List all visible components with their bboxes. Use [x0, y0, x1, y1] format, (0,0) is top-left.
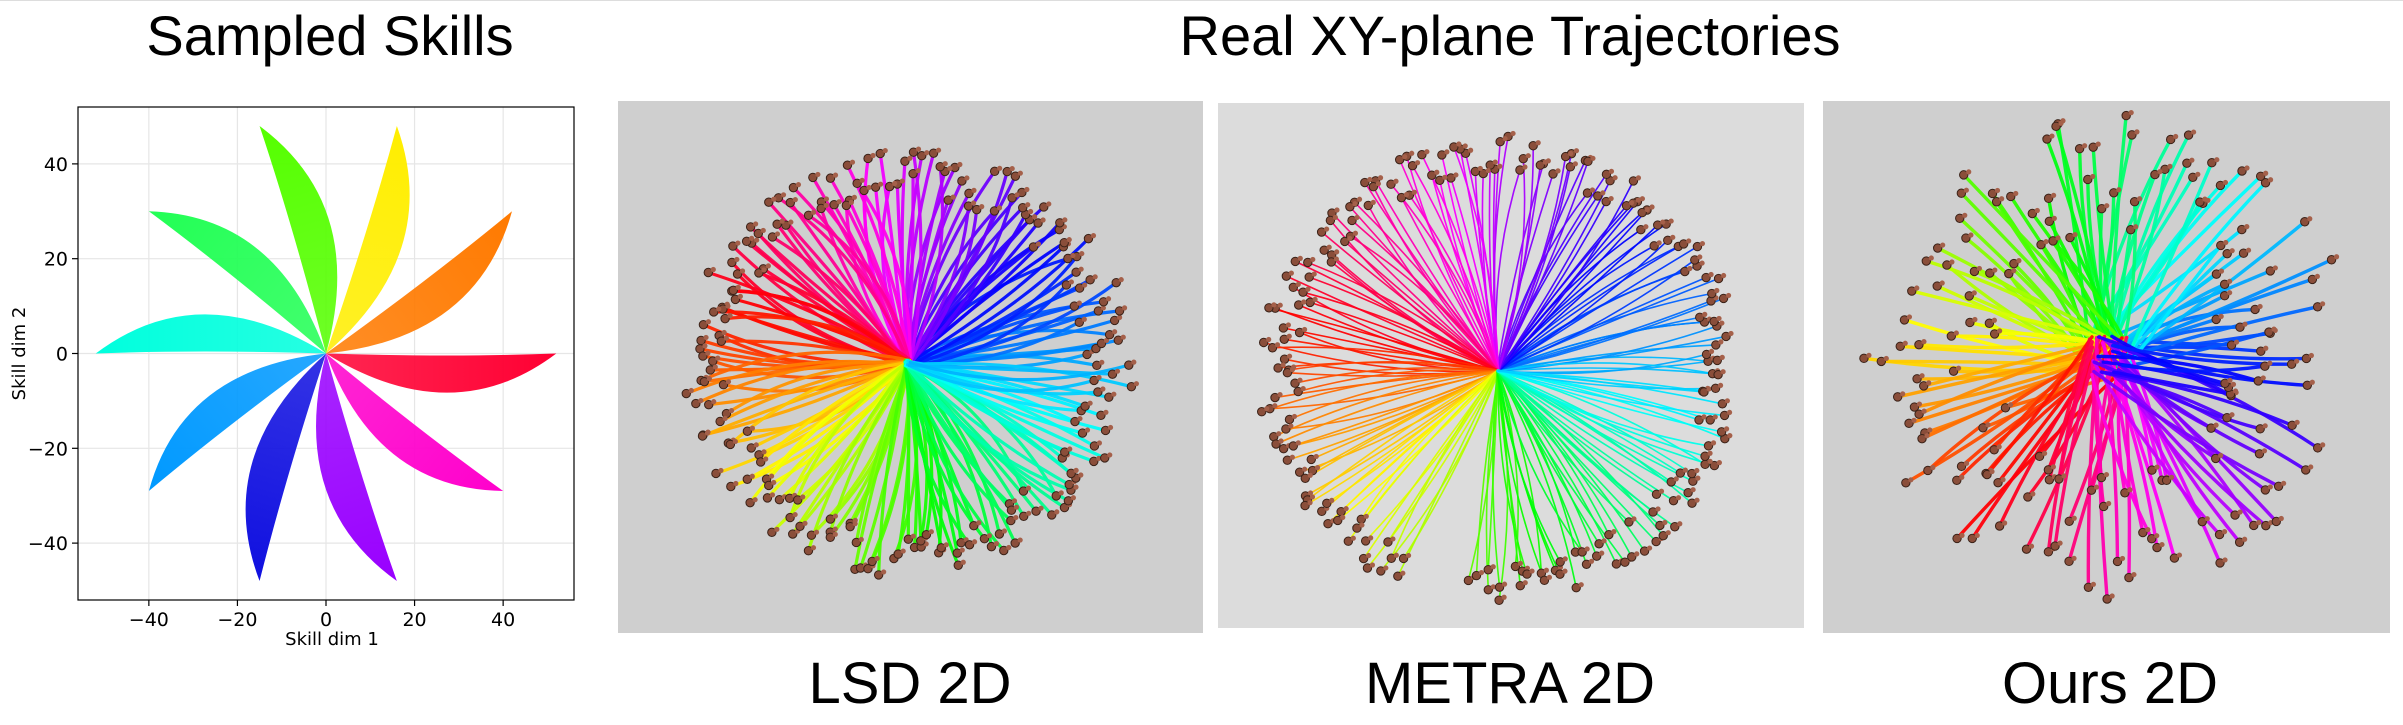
lsd-trajectory-image: [618, 101, 1203, 633]
trajectory-endpoints: [1859, 110, 2340, 604]
trajectory-lines: [684, 150, 1133, 577]
trajectory-endpoints: [681, 146, 1139, 580]
x-tick-label: 0: [320, 609, 332, 631]
skill-petal: [148, 211, 326, 354]
y-tick-label: −40: [28, 533, 68, 555]
ours-trajectory-panel: [1823, 101, 2390, 633]
y-tick-label: 20: [44, 249, 68, 271]
x-tick-label: −40: [129, 609, 169, 631]
skill-petal: [316, 353, 397, 582]
y-axis-label: Skill dim 2: [9, 307, 30, 401]
metra-trajectory-image: [1218, 103, 1804, 628]
ours-caption: Ours 2D: [2002, 651, 2218, 716]
x-tick-label: 40: [491, 609, 515, 631]
skill-petal: [148, 353, 326, 491]
x-tick-label: −20: [217, 609, 257, 631]
sampled-skills-heading: Sampled Skills: [146, 4, 514, 67]
skill-petal: [245, 353, 326, 582]
skill-petal: [326, 125, 410, 354]
trajectory-lines: [1260, 135, 1727, 602]
y-tick-label: 40: [44, 154, 68, 176]
lsd-caption: LSD 2D: [808, 651, 1012, 716]
sampled-skills-chart: −40 −20 0 20 40 −40 −20 0 20 40 Skill dim 1 Skill d…: [0, 100, 590, 660]
lsd-trajectory-panel: [618, 101, 1203, 633]
ours-trajectory-image: [1823, 101, 2390, 633]
top-border-line: [0, 0, 2403, 1]
metra-trajectory-panel: [1218, 103, 1804, 628]
trajectories-heading: Real XY-plane Trajectories: [1179, 4, 1841, 67]
x-axis-label: Skill dim 1: [285, 629, 379, 650]
skill-petal: [326, 353, 557, 393]
skill-petal: [326, 211, 512, 354]
trajectory-lines: [1862, 113, 2334, 601]
skill-petal: [95, 314, 326, 354]
y-tick-label: 0: [56, 344, 68, 366]
skill-petal: [259, 125, 338, 354]
x-tick-label: 20: [402, 609, 426, 631]
sampled-skills-plot: −40 −20 0 20 40 −40 −20 0 20 40 Skill dim 1 Skill d…: [9, 106, 575, 650]
metra-caption: METRA 2D: [1364, 651, 1656, 716]
y-tick-label: −20: [28, 438, 68, 460]
skill-petal: [326, 353, 504, 491]
trajectory-endpoints: [1257, 130, 1734, 605]
